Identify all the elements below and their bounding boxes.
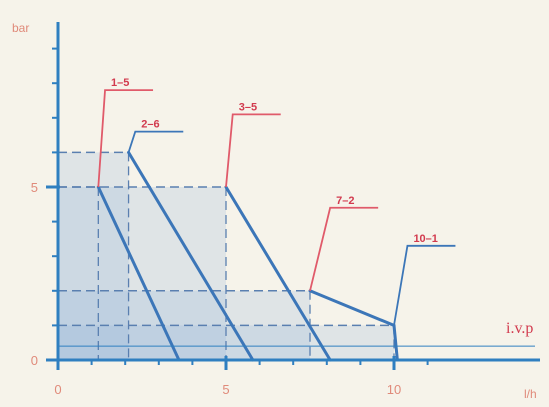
x-tick-label-2: 10 [387,382,401,397]
curve-label-3: 7–2 [336,195,354,207]
y-axis-label: bar [12,21,29,35]
operating-region-1 [58,187,226,360]
axes: 0 5 0 5 10 [31,22,540,397]
x-tick-label-0: 0 [54,382,61,397]
y-tick-label-1: 5 [31,180,38,195]
pump-curves [96,150,399,362]
curve-label-4: 10–1 [413,233,437,245]
curve-2 [224,185,332,362]
curve-1 [127,150,255,362]
x-axis-label: l/h [524,387,537,401]
x-tick-label-1: 5 [222,382,229,397]
label-leader-3 [309,206,379,292]
curve-4 [392,323,399,362]
label-leader-2 [225,113,281,188]
curve-labels: 1–5 2–6 3–5 7–2 10–1 [97,77,456,326]
label-leader-4 [393,244,456,326]
curve-label-2: 3–5 [239,101,257,113]
y-tick-label-0: 0 [31,353,38,368]
guide-lines [58,151,395,360]
label-leader-1 [127,130,184,153]
label-leader-0 [97,89,154,188]
curve-0 [96,185,181,362]
curve-label-0: 1–5 [111,77,129,89]
curve-3 [308,289,396,327]
curve-label-1: 2–6 [141,119,159,131]
ivp-annotation: i.v.p [506,320,533,337]
